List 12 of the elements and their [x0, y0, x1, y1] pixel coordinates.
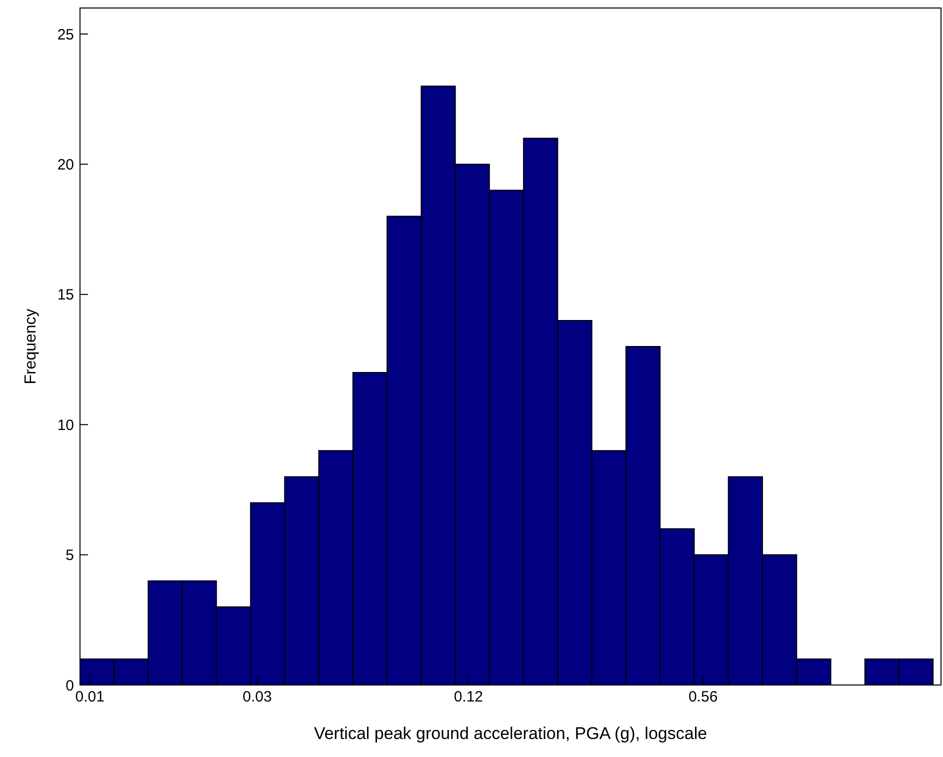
y-tick-label: 20 — [57, 156, 74, 174]
y-tick-label: 15 — [57, 286, 74, 304]
y-axis-title: Frequency — [22, 308, 40, 384]
x-tick-label: 0.56 — [688, 688, 718, 706]
y-tick-label: 25 — [57, 26, 74, 44]
x-tick-label: 0.03 — [242, 688, 272, 706]
x-tick-label: 0.01 — [75, 688, 105, 706]
y-tick-label: 0 — [66, 677, 74, 694]
x-tick-label: 0.12 — [454, 688, 484, 706]
y-tick-label: 5 — [66, 547, 74, 564]
y-tick-label: 10 — [57, 416, 74, 434]
x-axis-title: Vertical peak ground acceleration, PGA (g), logscale — [314, 724, 708, 743]
